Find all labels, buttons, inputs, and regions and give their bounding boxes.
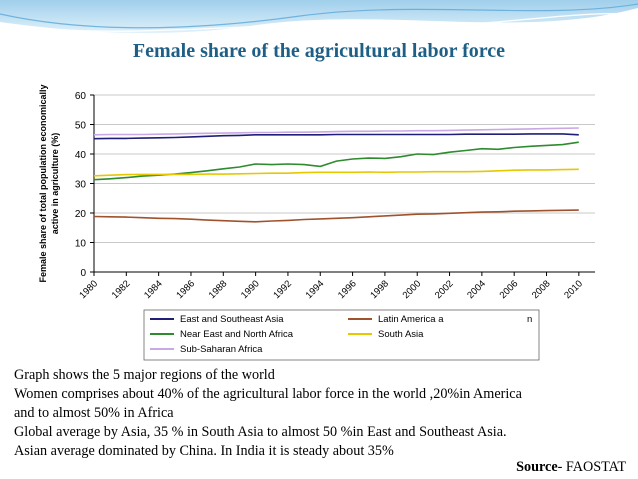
x-tick-label: 1984 [142, 278, 165, 301]
x-tick-label: 1990 [239, 278, 262, 301]
header-wave-decoration [0, 0, 638, 34]
legend-label: Near East and North Africa [180, 329, 294, 340]
bullet-line: Asian average dominated by China. In Ind… [14, 443, 394, 459]
y-tick-label: 20 [75, 209, 87, 220]
y-axis-label-line1: Female share of total population economi… [38, 84, 48, 282]
x-tick-label: 1992 [271, 278, 294, 301]
x-tick-label: 2004 [465, 278, 488, 301]
series-line [93, 133, 579, 140]
line-chart: 0 10 20 30 40 50 60 1980 1982 1984 1986 1988 1990 199… [38, 84, 595, 361]
x-tick-label: 2008 [530, 278, 553, 301]
x-tick-label: 1996 [336, 278, 359, 301]
source-citation: Source- FAOSTAT [516, 459, 626, 476]
x-tick-label: 1988 [207, 278, 230, 301]
x-tick-label: 2010 [562, 278, 585, 301]
legend-label: East and Southeast Asia [180, 314, 284, 325]
slide-body-text: Graph shows the 5 major regions of the w… [14, 366, 624, 461]
chart-frame: 0 10 20 30 40 50 60 1980 1982 1984 1986 1988 1990 199… [37, 78, 599, 364]
bullet-line: Graph shows the 5 major regions of the w… [14, 367, 275, 383]
x-tick-label: 1982 [110, 278, 133, 301]
x-tick-label: 2006 [498, 278, 521, 301]
x-tick-label: 1998 [368, 278, 391, 301]
y-tick-label: 0 [80, 268, 86, 279]
series-line [93, 168, 579, 177]
series-line [93, 127, 579, 136]
y-tick-label: 30 [75, 180, 87, 191]
y-tick-label: 40 [75, 150, 87, 161]
legend-box [143, 309, 540, 361]
y-tick-label: 10 [75, 239, 87, 250]
bullet-line: Women comprises about 40% of the agricul… [14, 386, 522, 402]
source-text: - FAOSTAT [557, 459, 626, 475]
x-tick-label: 1986 [174, 278, 197, 301]
bullet-line: Global average by Asia, 35 % in South As… [14, 424, 507, 440]
source-label: Source [516, 459, 558, 475]
x-tick-label: 1994 [304, 278, 327, 301]
legend-label: n [527, 314, 532, 325]
legend-label: South Asia [378, 329, 424, 340]
y-axis-label-line2: active in agriculture (%) [50, 133, 60, 235]
slide-title: Female share of the agricultural labor f… [132, 40, 506, 62]
x-tick-label: 2002 [433, 278, 456, 301]
y-tick-label: 60 [75, 91, 87, 102]
bullet-line: and to almost 50% in Africa [14, 405, 174, 421]
series-line [93, 209, 579, 223]
legend-label: Latin America a [378, 314, 444, 325]
y-tick-label: 50 [75, 121, 87, 132]
x-tick-label: 1980 [77, 278, 100, 301]
x-tick-label: 2000 [401, 278, 424, 301]
legend-label: Sub-Saharan Africa [180, 344, 263, 355]
